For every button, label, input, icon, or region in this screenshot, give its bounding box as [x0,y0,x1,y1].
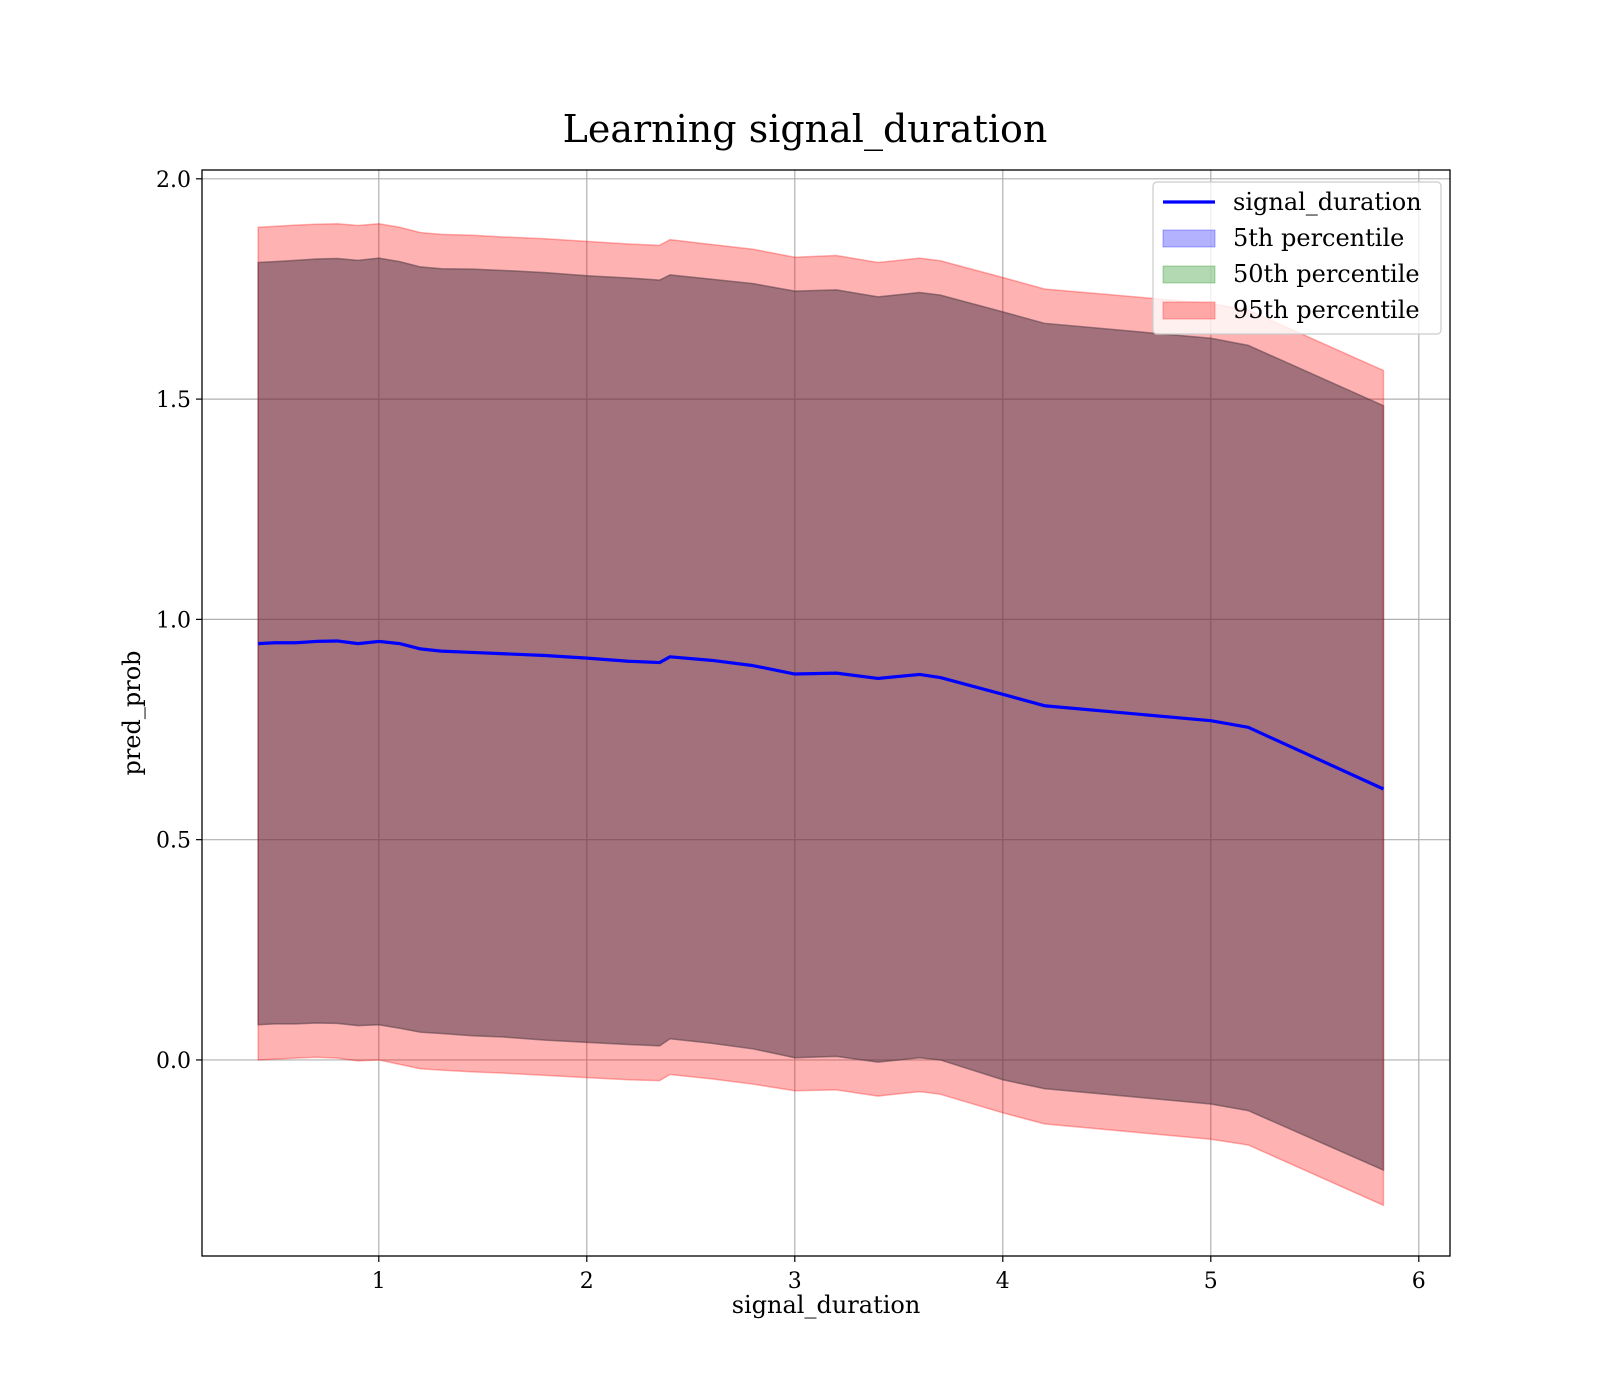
y-tick-label: 0.0 [156,1049,191,1074]
y-tick-label: 0.5 [156,829,191,854]
legend-swatch-patch [1162,301,1216,320]
band-95th-percentile [257,222,1385,1207]
x-tick-label: 4 [996,1269,1010,1294]
legend-swatch-patch [1162,265,1216,284]
legend-label: 95th percentile [1233,296,1420,324]
x-tick-label: 3 [788,1269,802,1294]
chart-title: Learning signal_duration [563,107,1048,152]
x-tick-label: 2 [580,1269,594,1294]
y-tick-label: 2.0 [156,168,191,193]
band-5th-percentile [257,257,1385,1172]
x-tick-label: 5 [1204,1269,1218,1294]
series-line-signal-duration [258,639,1385,791]
legend-swatch-patch [1162,229,1216,248]
y-axis-ticks: 0.0 0.5 1.0 1.5 2.0 [156,168,202,1074]
y-tick-label: 1.0 [156,608,191,633]
legend-label: signal_duration [1233,188,1422,216]
legend-label: 50th percentile [1233,260,1420,288]
x-axis-label: signal_duration [732,1291,921,1319]
series-lines [258,639,1385,791]
x-axis-ticks: 1 2 3 4 5 6 [372,1256,1426,1294]
grid [202,170,1450,1256]
y-tick-label: 1.5 [156,388,191,413]
legend-label: 5th percentile [1233,224,1404,252]
percentile-bands [257,222,1385,1207]
x-tick-label: 6 [1412,1269,1426,1294]
band-50th-percentile [257,257,1385,1172]
x-tick-label: 1 [372,1269,386,1294]
y-axis-label: pred_prob [118,650,146,775]
legend-box [1152,181,1442,335]
legend: signal_duration 5th percentile 50th percen… [1152,181,1442,335]
plot-frame [201,169,1451,1257]
